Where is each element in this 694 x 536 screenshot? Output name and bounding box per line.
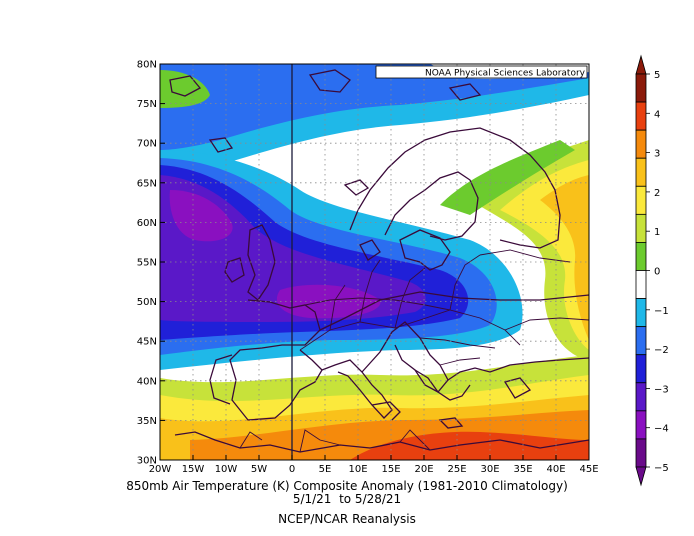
colorbar-label: −2 <box>654 345 669 356</box>
lon-tick-label: 5E <box>319 464 332 475</box>
lon-tick-label: 20E <box>414 464 433 475</box>
credit-box: NOAA Physical Sciences Laboratory <box>375 65 588 79</box>
graticule <box>160 64 589 460</box>
colorbar-bottom-arrow <box>635 466 647 487</box>
caption-source: NCEP/NCAR Reanalysis <box>278 512 416 526</box>
lat-tick-label: 40N <box>137 376 157 387</box>
lat-tick-label: 55N <box>137 258 157 269</box>
caption-date-range: 5/1/21 to 5/28/21 <box>292 492 402 506</box>
lat-tick-label: 45N <box>137 337 157 348</box>
lon-tick-label: 10E <box>348 464 367 475</box>
lat-tick-label: 80N <box>137 60 157 71</box>
colorbar-label: −1 <box>654 306 669 317</box>
colorbar-swatch <box>635 101 647 131</box>
colorbar-top-arrow <box>635 54 647 75</box>
colorbar-label: −4 <box>654 424 669 435</box>
caption-title: 850mb Air Temperature (K) Composite Anom… <box>126 479 568 493</box>
colorbar-label: 3 <box>654 149 660 160</box>
colorbar-swatch <box>635 73 647 103</box>
lon-tick-label: 25E <box>447 464 466 475</box>
lat-tick-label: 75N <box>137 99 157 110</box>
map-plot <box>160 64 589 460</box>
colorbar-swatch <box>635 326 647 356</box>
colorbar-label: −3 <box>654 384 669 395</box>
colorbar-swatch <box>635 438 647 468</box>
longitude-axis: 20W 15W 10W 5W 0 5E 10E 15E 20E 25E 30E 35E 40E 45E <box>149 455 599 475</box>
colorbar-swatch <box>635 129 647 159</box>
colorbar-swatch <box>635 185 647 215</box>
colorbar-label: 1 <box>654 227 660 238</box>
coastlines <box>169 69 589 453</box>
colorbar-swatch <box>635 157 647 187</box>
colorbar: 5 4 3 2 1 0 −1 −2 −3 −4 −5 <box>635 54 669 487</box>
lat-tick-label: 30N <box>137 456 157 467</box>
colorbar-label: −5 <box>654 463 669 474</box>
lon-tick-label: 0 <box>289 464 295 475</box>
colorbar-swatch <box>635 354 647 384</box>
colorbar-label: 0 <box>654 267 660 278</box>
lat-tick-label: 60N <box>137 218 157 229</box>
colorbar-swatch <box>635 382 647 412</box>
lon-tick-label: 35E <box>513 464 532 475</box>
colorbar-label: 4 <box>654 109 660 120</box>
anomaly-field <box>160 64 589 460</box>
colorbar-swatch <box>635 410 647 440</box>
lon-tick-label: 20W <box>149 464 172 475</box>
colorbar-swatch <box>635 213 647 243</box>
credit-text: NOAA Physical Sciences Laboratory <box>425 69 586 79</box>
lon-tick-label: 15W <box>182 464 205 475</box>
lon-tick-label: 5W <box>251 464 267 475</box>
lat-tick-label: 50N <box>137 297 157 308</box>
colorbar-label: 5 <box>654 70 660 81</box>
colorbar-swatch <box>635 298 647 328</box>
lat-tick-label: 70N <box>137 139 157 150</box>
lon-tick-label: 15E <box>381 464 400 475</box>
lat-tick-label: 35N <box>137 416 157 427</box>
lon-tick-label: 10W <box>215 464 238 475</box>
country-borders <box>239 249 589 453</box>
latitude-axis: 80N 75N 70N 65N 60N 55N 50N 45N 40N 35N 30N <box>137 60 165 467</box>
colorbar-swatch <box>635 242 647 271</box>
colorbar-label: 2 <box>654 188 660 199</box>
lon-tick-label: 45E <box>579 464 598 475</box>
lon-tick-label: 30E <box>480 464 499 475</box>
colorbar-swatch <box>635 270 647 299</box>
lat-tick-label: 65N <box>137 178 157 189</box>
lon-tick-label: 40E <box>546 464 565 475</box>
